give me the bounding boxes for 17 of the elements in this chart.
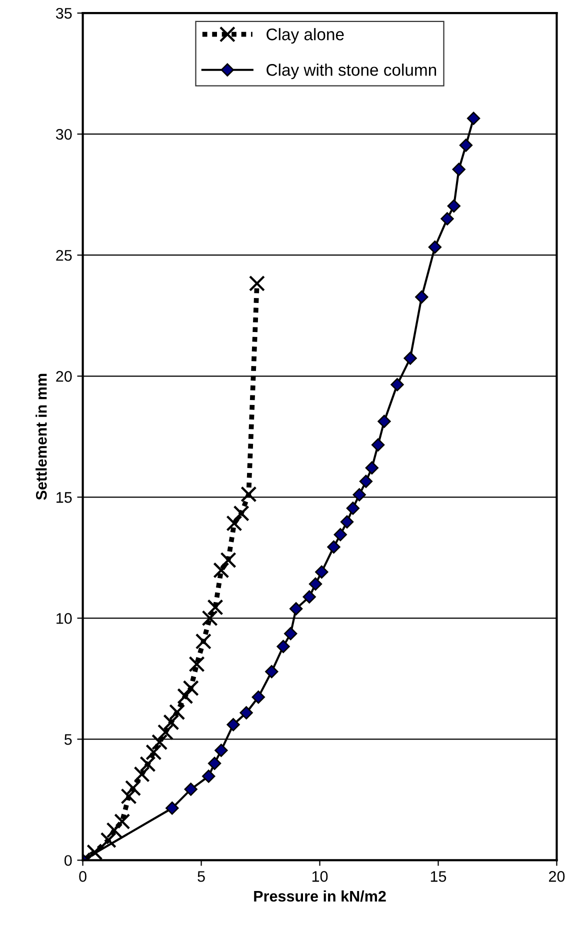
y-tick-label: 10 (56, 613, 72, 624)
x-tick-label: 10 (312, 871, 328, 882)
y-tick-label: 5 (64, 734, 72, 745)
x-tick-label: 20 (549, 871, 565, 882)
y-tick-label: 20 (56, 371, 72, 382)
y-tick-label: 15 (56, 492, 72, 503)
x-tick-label: 0 (79, 871, 86, 882)
legend-label: Clay with stone column (266, 64, 436, 80)
x-axis-title: Pressure in kN/m2 (254, 890, 386, 902)
legend-label: Clay alone (266, 28, 344, 44)
y-tick-label: 25 (56, 250, 72, 261)
y-tick-label: 30 (56, 128, 72, 140)
y-axis-title: Settlement in mm (36, 374, 47, 500)
x-tick-label: 15 (430, 871, 446, 882)
y-tick-label: 0 (64, 855, 72, 866)
x-tick-label: 5 (198, 871, 205, 882)
y-tick-label: 35 (56, 8, 72, 19)
